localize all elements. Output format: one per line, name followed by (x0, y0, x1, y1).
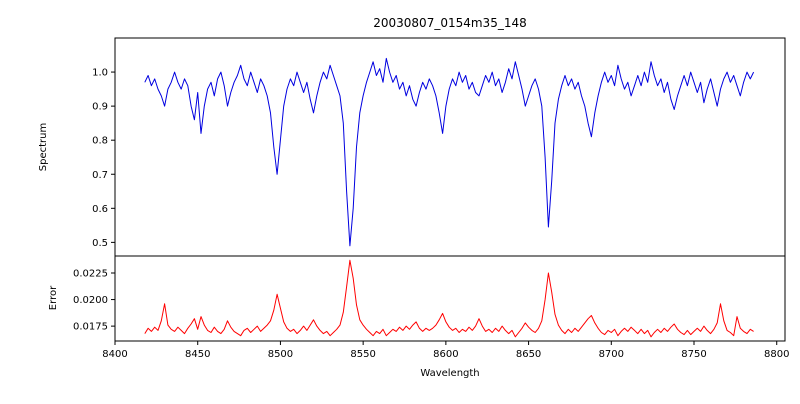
x-tick-label: 8700 (599, 349, 624, 360)
error-y-tick-label: 0.0200 (73, 295, 108, 306)
x-tick-label: 8750 (681, 349, 706, 360)
spectrum-y-tick-label: 1.0 (92, 68, 108, 79)
spectrum-y-axis-label: Spectrum (38, 123, 49, 171)
x-tick-label: 8500 (268, 349, 293, 360)
chart-title: 20030807_0154m35_148 (373, 16, 526, 30)
spectrum-panel-frame (114, 37, 786, 257)
x-tick-label: 8800 (764, 349, 789, 360)
spectrum-y-tick-label: 0.9 (92, 102, 108, 113)
x-tick-label: 8400 (102, 349, 127, 360)
spectrum-y-tick-label: 0.7 (92, 170, 108, 181)
x-axis-label: Wavelength (420, 368, 479, 379)
plot-layer: 0.5 0.6 0.7 0.8 0.9 1.0 0.0175 0.0200 0.0225 8400… (73, 37, 789, 360)
error-y-axis-label: Error (48, 285, 59, 310)
x-tick-label: 8550 (350, 349, 375, 360)
error-series-line (144, 259, 754, 338)
x-tick-label: 8450 (185, 349, 210, 360)
spectrum-y-tick-label: 0.5 (92, 238, 108, 249)
spectrum-y-tick-label: 0.8 (92, 136, 108, 147)
error-panel-frame (114, 255, 786, 342)
error-y-tick-label: 0.0225 (73, 269, 108, 280)
spectrum-y-tick-label: 0.6 (92, 204, 108, 215)
x-tick-label: 8650 (516, 349, 541, 360)
x-tick-label: 8600 (433, 349, 458, 360)
error-y-tick-label: 0.0175 (73, 322, 108, 333)
spectrum-series-line (144, 57, 755, 247)
